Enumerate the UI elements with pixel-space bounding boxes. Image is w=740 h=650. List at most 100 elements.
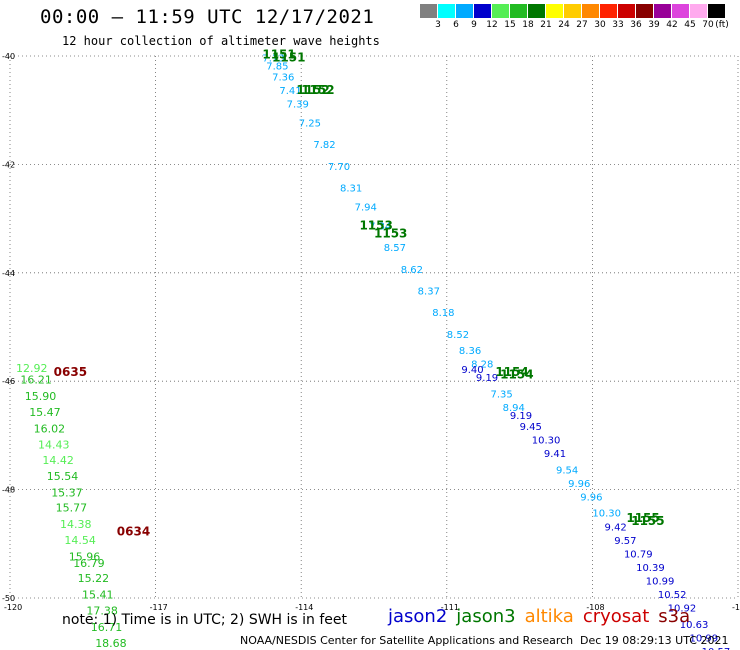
s3a-swh-value: 14.42: [42, 454, 74, 467]
lon-tick-label: -111: [441, 603, 459, 612]
s3a-swh-value: 15.77: [56, 502, 88, 515]
jason-swh-value: 9.96: [580, 492, 602, 503]
jason-swh-value: 8.37: [418, 286, 440, 297]
pass-label: 1153: [374, 227, 407, 241]
page-subtitle: 12 hour collection of altimeter wave hei…: [62, 34, 380, 48]
satellite-legend: jason2 jason3 altika cryosat s3a: [388, 606, 699, 627]
jason-swh-value: 7.94: [355, 202, 377, 213]
legend-swatch: [474, 4, 492, 18]
jason-swh-value: 10.57: [702, 647, 731, 650]
jason-swh-value: 8.28: [471, 360, 493, 371]
lat-tick-label: -40: [2, 52, 15, 61]
jason-swh-value: 7.35: [490, 389, 512, 400]
lat-tick-label: -50: [2, 594, 15, 603]
s3a-swh-value: 15.96: [69, 550, 101, 563]
s3a-swh-value: 15.22: [78, 572, 110, 585]
jason-swh-value: 10.63: [680, 620, 709, 631]
legend-swatch: [636, 4, 654, 18]
legend-label: 15: [504, 20, 516, 30]
satellite-legend-cryosat: cryosat: [582, 606, 650, 627]
pass-label: 1153: [359, 218, 392, 232]
pass-label: 1151: [272, 50, 305, 64]
jason-swh-value: 10.99: [646, 576, 675, 587]
jason-swh-value: 10.79: [624, 549, 653, 560]
map-grid: [9, 55, 739, 599]
jason-swh-value: 8.52: [447, 330, 469, 341]
legend-swatch: [564, 4, 582, 18]
s3a-swh-value: 17.38: [86, 605, 118, 618]
jason-swh-value: 8.18: [432, 308, 454, 319]
legend-label: 21: [540, 20, 552, 30]
jason-swh-value: 9.54: [556, 465, 578, 476]
jason-swh-value: 9.19: [510, 411, 532, 422]
jason-swh-value: 7.39: [287, 99, 309, 110]
s3a-swh-value: 15.37: [51, 486, 82, 499]
lat-tick-label: -46: [2, 377, 15, 386]
footer-credit: NOAA/NESDIS Center for Satellite Applica…: [240, 634, 574, 647]
legend-label: 18: [522, 20, 534, 30]
pass-label: 1154: [495, 365, 528, 379]
legend-swatch: [420, 4, 438, 18]
legend-unit: (ft): [715, 20, 729, 30]
s3a-swh-value: 14.43: [38, 439, 70, 452]
legend-swatch: [690, 4, 708, 18]
s3a-swh-value: 16.79: [73, 557, 105, 570]
jason-swh-value: 8.31: [340, 184, 362, 195]
jason-swh-value: 7.85: [266, 62, 288, 73]
legend-label: 30: [594, 20, 606, 30]
s3a-swh-value: 18.68: [95, 637, 127, 650]
legend-swatch: [492, 4, 510, 18]
s3a-swh-value: 15.54: [47, 470, 79, 483]
jason-swh-value: 10.30: [592, 509, 621, 520]
pass-label: 1155: [631, 514, 664, 528]
jason-swh-value: 8.62: [401, 265, 423, 276]
jason-swh-value: 7.41: [279, 86, 301, 97]
color-scale-legend: 3 6 9 12 15 18 21 24 27 30 33 36 39 42 45 70 (ft): [420, 4, 729, 32]
legend-swatch: [708, 4, 726, 18]
jason-swh-value: 7.34: [369, 221, 391, 232]
pass-label: 0635: [54, 365, 87, 379]
legend-label: 27: [576, 20, 588, 30]
lat-tick-label: -42: [2, 160, 15, 169]
legend-swatch: [528, 4, 546, 18]
legend-label: 24: [558, 20, 570, 30]
legend-label: 6: [453, 20, 459, 30]
lon-tick-label: -114: [295, 603, 313, 612]
jason-swh-value: 8.36: [459, 346, 481, 357]
satellite-legend-jason3: jason3: [456, 606, 516, 627]
s3a-swh-value: 12.92: [16, 362, 48, 375]
jason-swh-value: 10.30: [532, 436, 561, 447]
lat-tick-label: -48: [2, 486, 15, 495]
s3a-swh-value: 15.90: [25, 390, 57, 403]
jason-swh-value: 10.39: [636, 563, 665, 574]
s3a-swh-value: 16.21: [20, 374, 52, 387]
legend-swatch: [600, 4, 618, 18]
legend-label: 3: [435, 20, 441, 30]
page-title: 00:00 – 11:59 UTC 12/17/2021: [40, 6, 375, 28]
legend-swatch: [618, 4, 636, 18]
jason-swh-value: 8.94: [503, 403, 525, 414]
satellite-legend-altika: altika: [524, 606, 574, 627]
jason-swh-value: 9.41: [544, 449, 566, 460]
legend-label: 12: [486, 20, 498, 30]
legend-label: 9: [471, 20, 477, 30]
jason-swh-value: 10.92: [668, 604, 697, 615]
pass-label: 1152: [296, 83, 329, 97]
s3a-swh-value: 14.54: [64, 534, 96, 547]
pass-label: 1151: [262, 48, 295, 62]
s3a-swh-value: 14.38: [60, 518, 92, 531]
jason-swh-value: 9.57: [614, 536, 636, 547]
legend-label: 33: [612, 20, 624, 30]
s3a-swh-value: 15.47: [29, 406, 61, 419]
jason-swh-value: 8.57: [384, 243, 406, 254]
s3a-swh-value: 16.71: [91, 621, 123, 634]
legend-label: 45: [684, 20, 696, 30]
legend-label: 36: [630, 20, 642, 30]
legend-labels: 3 6 9 12 15 18 21 24 27 30 33 36 39 42 45 70 (ft): [420, 18, 729, 32]
jason-swh-value: 7.25: [299, 118, 321, 129]
jason-swh-value: 7.70: [328, 162, 350, 173]
note-text: note: 1) Time is in UTC; 2) SWH is in fe…: [62, 612, 348, 628]
s3a-swh-value: 16.02: [34, 422, 66, 435]
